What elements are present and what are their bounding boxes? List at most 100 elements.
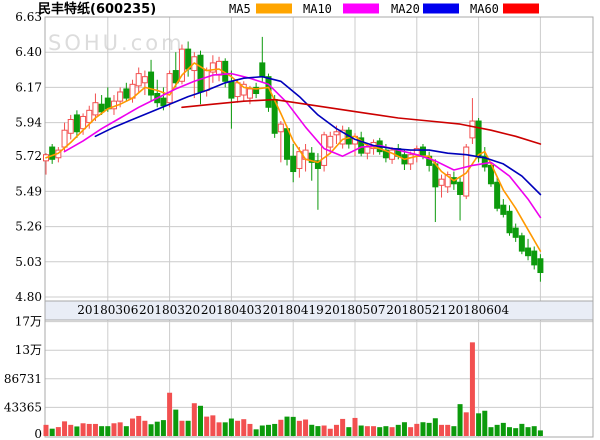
volume-bar-up bbox=[408, 427, 414, 436]
volume-bar-down bbox=[284, 416, 290, 436]
price-axis-label: 6.40 bbox=[15, 45, 42, 59]
volume-bar-down bbox=[507, 427, 512, 436]
volume-bar-up bbox=[130, 418, 136, 436]
volume-bar-up bbox=[80, 423, 86, 436]
volume-bar-down bbox=[259, 425, 265, 436]
volume-bar-down bbox=[123, 426, 129, 436]
legend-label-ma10: MA10 bbox=[303, 2, 332, 16]
candle-up bbox=[296, 151, 303, 169]
volume-bar-up bbox=[210, 415, 216, 436]
candle-down bbox=[537, 258, 544, 274]
volume-bar-down bbox=[185, 420, 191, 436]
volume-bar-down bbox=[358, 425, 364, 436]
volume-axis-label: 0 bbox=[34, 427, 42, 440]
candle-up bbox=[203, 70, 210, 91]
volume-bar-up bbox=[167, 392, 173, 436]
volume-panel-border bbox=[44, 319, 594, 438]
volume-bar-up bbox=[136, 415, 142, 436]
candle-down bbox=[259, 62, 266, 78]
volume-bar-down bbox=[476, 413, 482, 436]
candle-down bbox=[98, 103, 105, 113]
candle-down bbox=[500, 204, 507, 215]
volume-bar-down bbox=[99, 426, 105, 436]
volume-bar-down bbox=[346, 427, 352, 436]
legend-label-ma20: MA20 bbox=[391, 2, 420, 16]
volume-bar-up bbox=[321, 425, 327, 436]
candle-down bbox=[228, 80, 235, 99]
candle-down bbox=[419, 146, 426, 157]
volume-bar-down bbox=[148, 424, 154, 436]
volume-bar-down bbox=[105, 426, 111, 436]
price-axis-label: 5.94 bbox=[15, 116, 42, 130]
volume-bar-up bbox=[62, 421, 68, 436]
volume-bar-up bbox=[278, 419, 284, 436]
volume-bar-down bbox=[290, 416, 296, 436]
candle-up bbox=[246, 88, 253, 99]
candle-down bbox=[160, 97, 167, 107]
date-axis-label: 20180419 bbox=[263, 303, 324, 317]
volume-bar-up bbox=[303, 419, 309, 436]
legend-swatch-ma60 bbox=[503, 3, 539, 14]
candle-up bbox=[67, 119, 74, 134]
volume-bar-down bbox=[49, 428, 55, 436]
legend-swatch-ma20 bbox=[423, 3, 459, 14]
candle-up bbox=[333, 131, 340, 136]
volume-bar-down bbox=[272, 423, 278, 436]
candle-down bbox=[123, 88, 130, 99]
candle-up bbox=[339, 129, 346, 145]
volume-bar-up bbox=[86, 423, 92, 436]
candle-down bbox=[148, 71, 155, 96]
candle-down bbox=[525, 247, 532, 257]
candle-up bbox=[444, 174, 451, 188]
ma-legend: MA5 MA10 MA20 MA60 bbox=[229, 2, 539, 16]
volume-bar-down bbox=[228, 418, 234, 436]
volume-bar-down bbox=[173, 409, 179, 436]
volume-bar-down bbox=[482, 410, 488, 436]
candle-up bbox=[92, 102, 99, 116]
candle-down bbox=[358, 137, 365, 154]
volume-bar-up bbox=[439, 424, 445, 436]
legend-swatch-ma10 bbox=[343, 3, 379, 14]
volume-bar-down bbox=[525, 427, 531, 436]
candle-up bbox=[178, 48, 185, 82]
candle-down bbox=[284, 128, 291, 160]
ma-line-ma5 bbox=[45, 62, 542, 252]
volume-bar-up bbox=[364, 426, 370, 436]
candle-up bbox=[209, 62, 216, 73]
candle-up bbox=[463, 146, 470, 197]
volume-bar-up bbox=[463, 412, 469, 436]
candle-up bbox=[166, 73, 173, 104]
page-title: 民丰特纸(600235) bbox=[38, 1, 156, 17]
volume-bar-down bbox=[426, 422, 432, 436]
volume-bar-down bbox=[265, 424, 271, 436]
volume-bar-up bbox=[469, 342, 475, 436]
candle-up bbox=[469, 120, 476, 139]
candle-down bbox=[506, 210, 513, 234]
candle-up bbox=[407, 154, 414, 165]
volume-bar-up bbox=[247, 423, 253, 436]
volume-bar-up bbox=[241, 419, 247, 436]
legend-swatch-ma5 bbox=[256, 3, 292, 14]
volume-bar-up bbox=[333, 424, 339, 436]
candle-up bbox=[141, 76, 148, 84]
grid-layer bbox=[44, 16, 594, 438]
ma-line-ma60 bbox=[181, 98, 542, 145]
candle-up bbox=[86, 109, 93, 124]
price-panel-border bbox=[44, 16, 594, 302]
candle-down bbox=[104, 97, 111, 110]
volume-bar-down bbox=[198, 405, 203, 436]
volume-bar-down bbox=[383, 426, 389, 436]
price-axis-label: 5.03 bbox=[15, 255, 42, 269]
candle-down bbox=[518, 235, 525, 252]
price-axis-label: 5.49 bbox=[15, 184, 42, 198]
candle-down bbox=[185, 48, 192, 70]
volume-bar-down bbox=[488, 427, 494, 436]
volume-bar-down bbox=[315, 426, 321, 436]
candle-up bbox=[438, 178, 445, 186]
volume-bar-down bbox=[222, 422, 228, 436]
volume-bar-up bbox=[117, 422, 123, 436]
volume-axis-label: 17万 bbox=[15, 315, 42, 329]
volume-bar-down bbox=[74, 426, 80, 436]
volume-bar-up bbox=[142, 420, 148, 436]
